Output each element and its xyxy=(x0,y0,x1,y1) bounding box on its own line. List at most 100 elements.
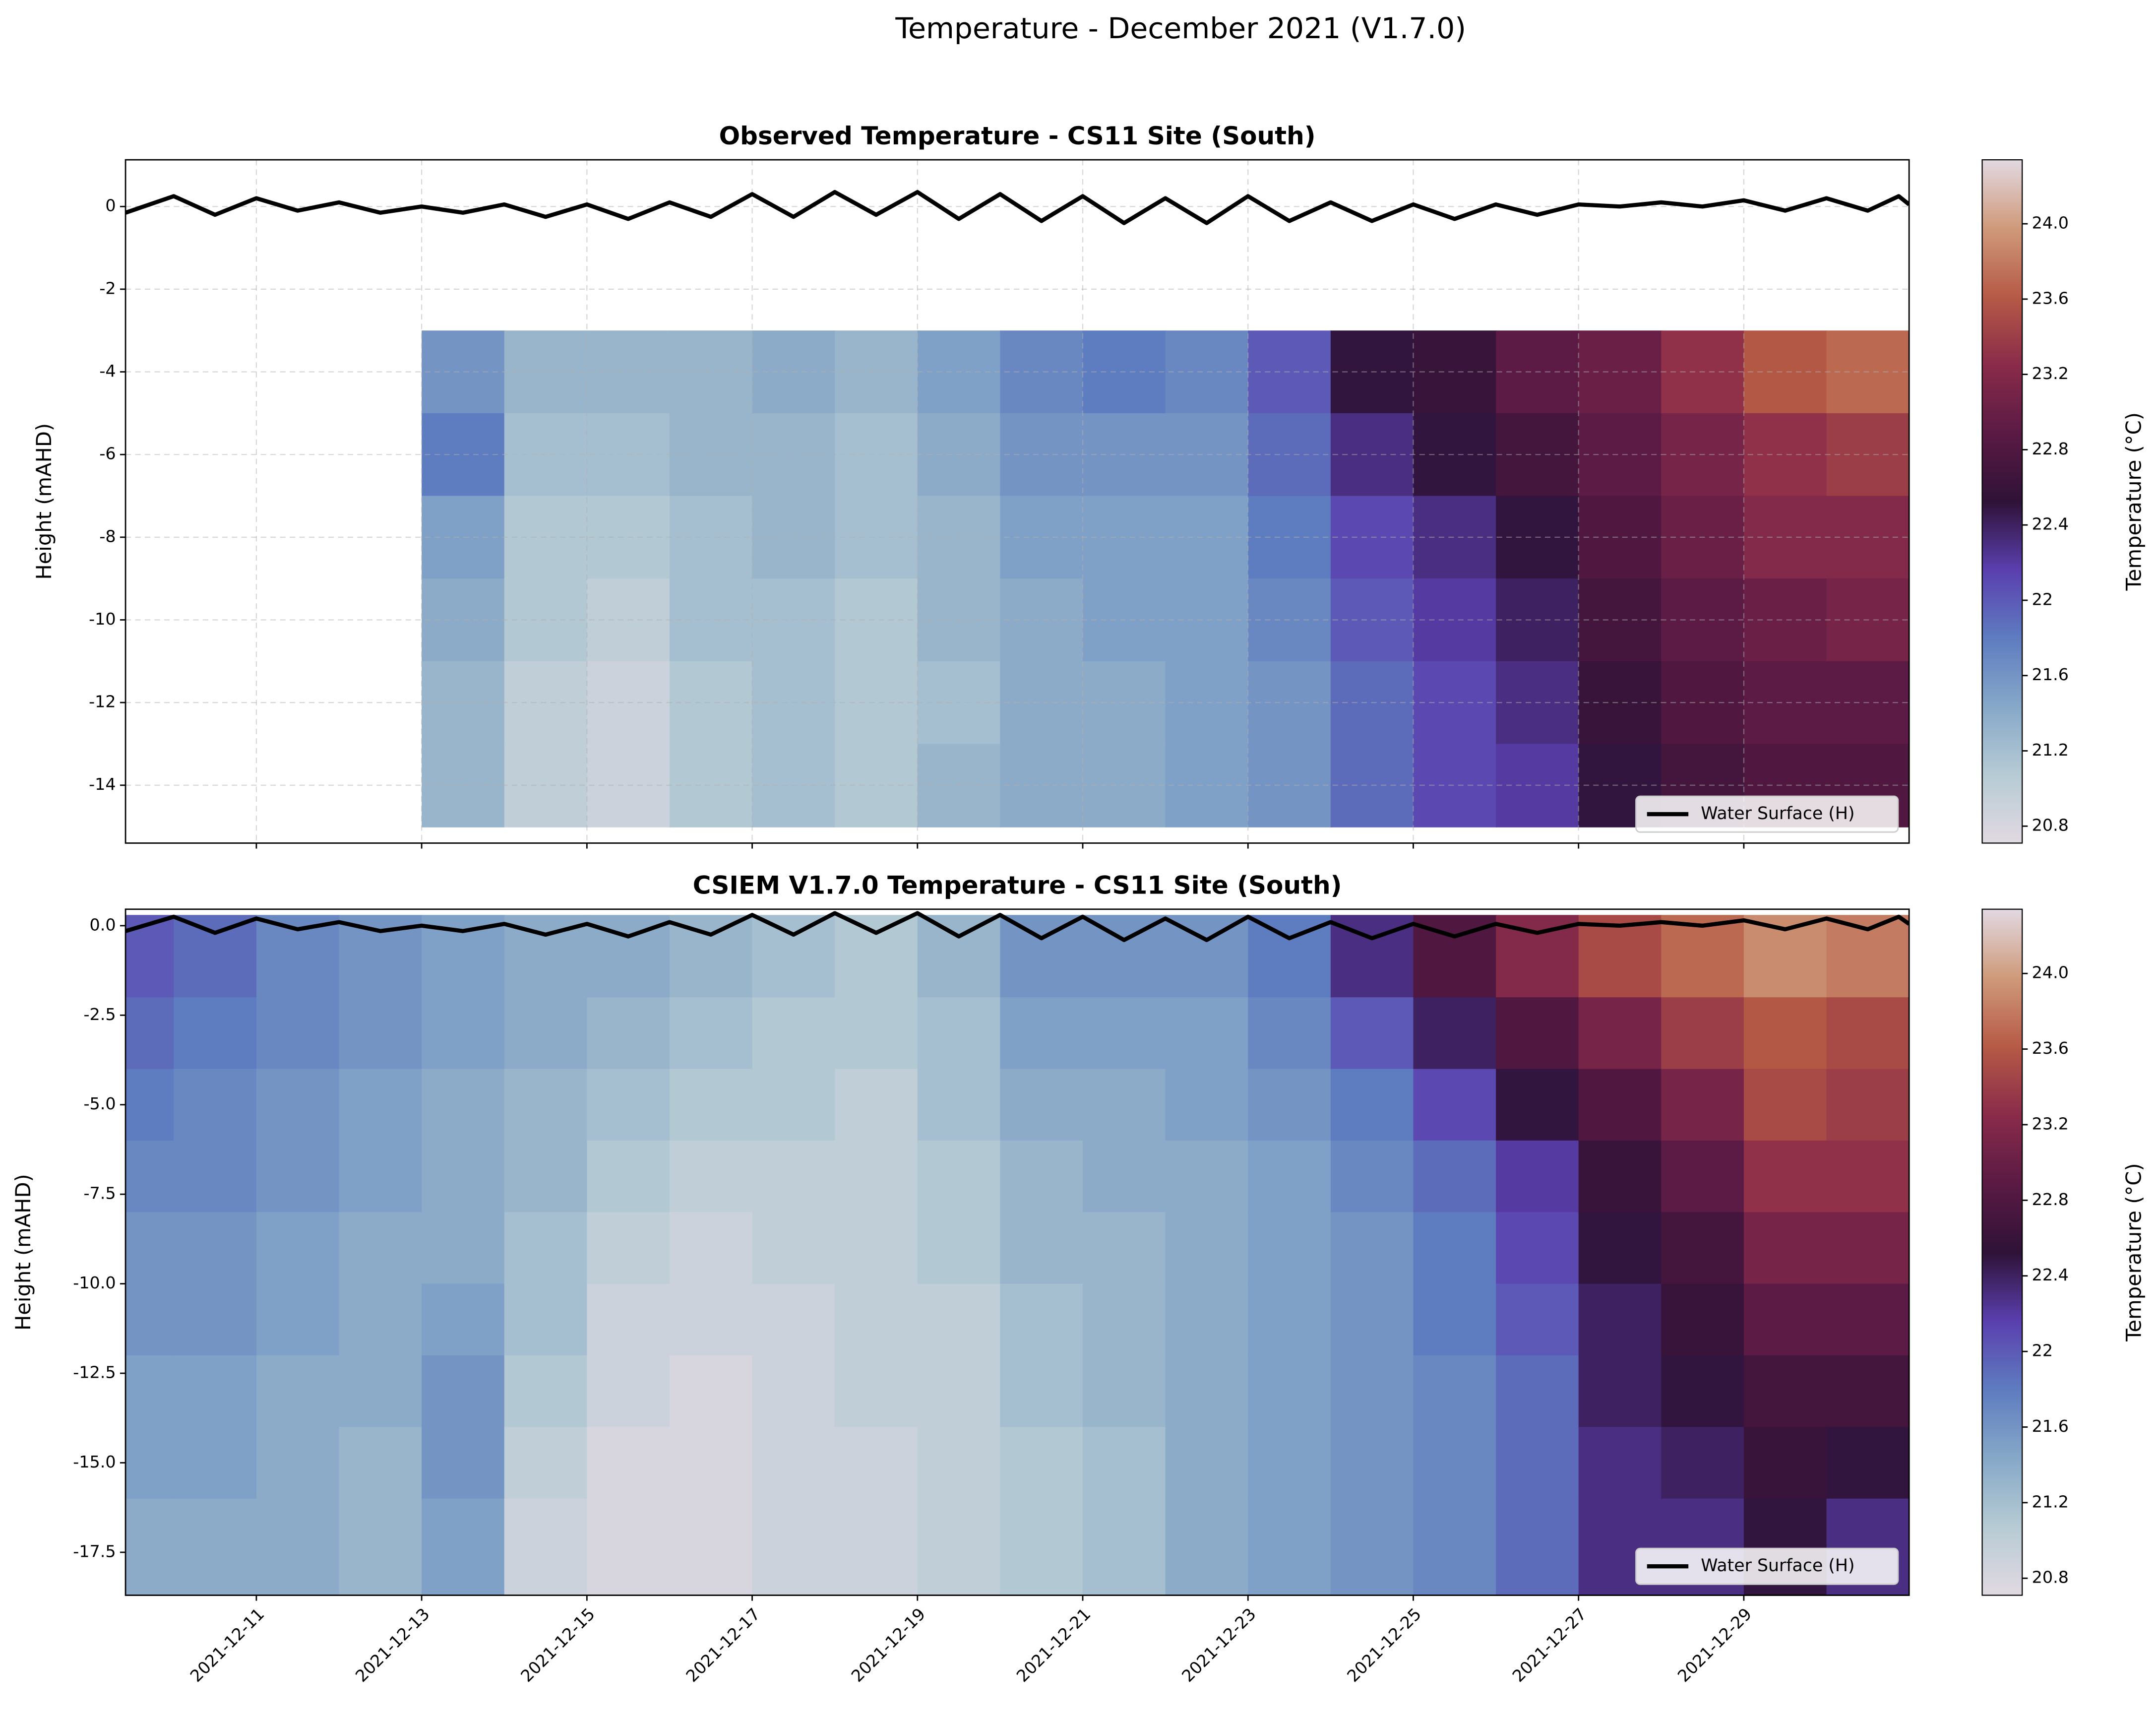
heatmap-cell xyxy=(1496,1498,1580,1595)
heatmap-cell xyxy=(1000,413,1084,497)
y-tick-label: -8 xyxy=(99,526,116,546)
heatmap-cell xyxy=(1826,1140,1910,1213)
heatmap-cell xyxy=(1578,997,1662,1070)
heatmap-cell xyxy=(917,997,1001,1070)
heatmap-cell xyxy=(174,1355,257,1428)
colorbar-tick-label: 20.8 xyxy=(2032,1568,2069,1587)
heatmap-cell xyxy=(1578,578,1662,662)
heatmap-cell xyxy=(256,997,340,1070)
heatmap-cell xyxy=(174,1498,257,1595)
heatmap-cell xyxy=(835,1427,919,1500)
heatmap-cell xyxy=(917,1069,1001,1142)
colorbar xyxy=(1981,159,2023,844)
heatmap-cell xyxy=(1083,1140,1167,1213)
heatmap-cell xyxy=(422,1355,505,1428)
y-tick-label: -12.5 xyxy=(73,1363,116,1382)
heatmap-cell xyxy=(1000,1283,1084,1356)
colorbar-tick-label: 22 xyxy=(2032,589,2053,609)
heatmap-cell xyxy=(1000,915,1084,998)
x-tick-label: 2021-12-21 xyxy=(1013,1604,1095,1686)
heatmap-cell xyxy=(1413,1212,1497,1285)
heatmap-cell xyxy=(587,1498,671,1595)
colorbar-tick-label: 22.4 xyxy=(2032,1265,2069,1284)
legend-label: Water Surface (H) xyxy=(1701,804,1854,824)
heatmap-cell xyxy=(587,1212,671,1285)
heatmap-cell xyxy=(1413,997,1497,1070)
y-tick-label: -17.5 xyxy=(73,1541,116,1561)
colorbar-tick-label: 21.2 xyxy=(2032,1492,2069,1511)
heatmap-cell xyxy=(256,1427,340,1500)
heatmap-cell xyxy=(752,1212,836,1285)
heatmap-cell xyxy=(504,1355,588,1428)
heatmap xyxy=(125,911,1910,1595)
heatmap-cell xyxy=(1083,1498,1167,1595)
heatmap-cell xyxy=(1496,1283,1580,1356)
heatmap-cell xyxy=(1496,1140,1580,1213)
heatmap-cell xyxy=(1661,1355,1745,1428)
colorbar-tick-label: 23.6 xyxy=(2032,288,2069,308)
heatmap-cell xyxy=(917,1355,1001,1428)
heatmap-cell xyxy=(256,1069,340,1142)
heatmap-cell xyxy=(1330,1212,1415,1285)
heatmap-cell xyxy=(1083,915,1167,998)
legend-box xyxy=(1635,1547,1899,1585)
plot-frame xyxy=(124,908,1910,1596)
heatmap-cell xyxy=(174,1069,257,1142)
heatmap-cell xyxy=(835,915,919,998)
heatmap-cell xyxy=(669,1283,753,1356)
heatmap-cell xyxy=(752,1427,836,1500)
heatmap-cell xyxy=(1165,1283,1249,1356)
heatmap-cell xyxy=(1743,1283,1828,1356)
colorbar-tick-label: 21.6 xyxy=(2032,1416,2069,1436)
heatmap-cell xyxy=(1248,1140,1332,1213)
heatmap-cell xyxy=(174,997,257,1070)
heatmap-cell xyxy=(504,1140,588,1213)
heatmap-cell xyxy=(752,1140,836,1213)
y-tick-label: -2 xyxy=(99,278,116,298)
heatmap-cell xyxy=(125,1283,175,1356)
heatmap-cell xyxy=(835,661,919,745)
heatmap-cell xyxy=(1165,997,1249,1070)
heatmap-cell xyxy=(1826,1283,1910,1356)
heatmap-cell xyxy=(587,1283,671,1356)
heatmap-cell xyxy=(1165,1212,1249,1285)
colorbar-tick-label: 23.2 xyxy=(2032,1114,2069,1133)
heatmap-cell xyxy=(1496,1069,1580,1142)
x-tick-label: 2021-12-23 xyxy=(1178,1604,1260,1686)
heatmap-cell xyxy=(339,1498,423,1595)
heatmap-cell xyxy=(669,413,753,497)
heatmap-cell xyxy=(174,1212,257,1285)
heatmap-cell xyxy=(1743,661,1828,745)
heatmap-cell xyxy=(669,744,753,828)
heatmap-cell xyxy=(1413,1069,1497,1142)
heatmap-cell xyxy=(125,1498,175,1595)
heatmap-cell xyxy=(917,1212,1001,1285)
heatmap-cell xyxy=(1083,1212,1167,1285)
heatmap-cell xyxy=(1165,915,1249,998)
heatmap-cell xyxy=(1000,578,1084,662)
heatmap-cell xyxy=(1578,1212,1662,1285)
heatmap-cell xyxy=(339,997,423,1070)
colorbar-tick-label: 22.4 xyxy=(2032,514,2069,534)
heatmap-cell xyxy=(835,1140,919,1213)
heatmap-cell xyxy=(669,1355,753,1428)
heatmap-cell xyxy=(1083,997,1167,1070)
heatmap-cell xyxy=(1330,1498,1415,1595)
heatmap-cell xyxy=(125,1069,175,1142)
heatmap-cell xyxy=(1413,578,1497,662)
heatmap-cell xyxy=(669,1140,753,1213)
heatmap-cell xyxy=(1413,496,1497,579)
y-axis-label: Height (mAHD) xyxy=(11,1174,35,1331)
heatmap-cell xyxy=(587,1069,671,1142)
x-tick-label: 2021-12-19 xyxy=(848,1604,929,1686)
heatmap-cell xyxy=(422,1283,505,1356)
heatmap-cell xyxy=(835,1283,919,1356)
y-tick-label: -10 xyxy=(89,609,116,629)
heatmap xyxy=(125,160,1910,843)
colorbar-tick-label: 24.0 xyxy=(2032,213,2069,233)
x-tick-label: 2021-12-15 xyxy=(517,1604,599,1686)
heatmap-cell xyxy=(174,915,257,998)
heatmap-cell xyxy=(669,496,753,579)
x-tick-label: 2021-12-11 xyxy=(186,1604,268,1686)
x-tick-label: 2021-12-13 xyxy=(352,1604,433,1686)
